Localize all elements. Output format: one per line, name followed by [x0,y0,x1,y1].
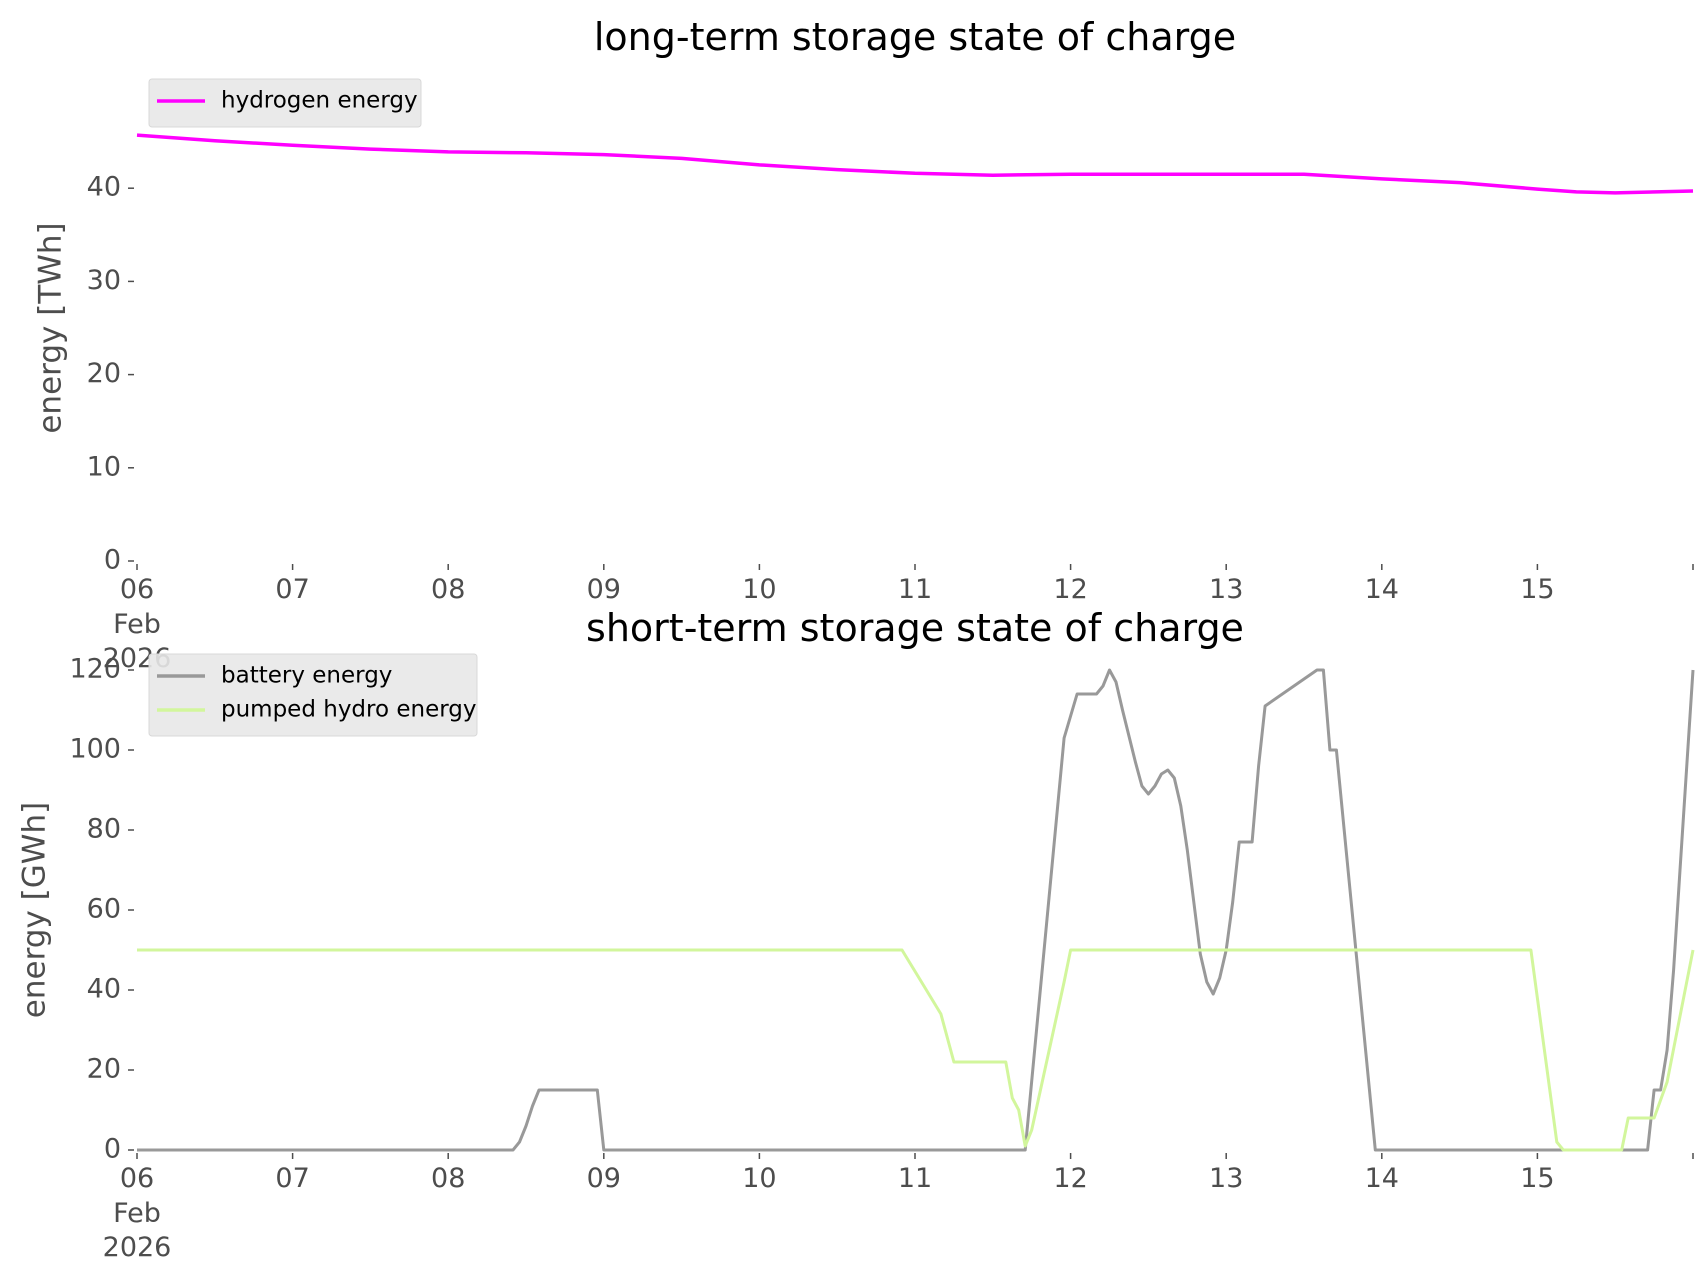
legend-box [148,653,478,737]
chart-title: long-term storage state of charge [594,15,1236,59]
y-axis: 0 20 40 60 80 100 120 [69,654,134,1165]
y-tick-label: 60 [87,894,121,925]
y-tick-label: 100 [69,734,121,765]
x-tick-label: 07 [275,1163,309,1194]
y-tick-label: 0 [104,545,121,576]
x-tick-label: 08 [431,574,465,605]
y-tick-label: 0 [104,1134,121,1165]
series-line-0 [136,133,1694,195]
x-tick-label-extra: Feb [113,609,161,640]
long-term-storage-panel: long-term storage state of charge energy… [33,15,1694,674]
x-tick-label: 13 [1209,1163,1243,1194]
x-tick-label: 07 [275,574,309,605]
y-axis-label: energy [TWh] [33,222,69,433]
x-tick-label-extra: 2026 [103,1232,172,1263]
x-tick-label: 06 [120,574,154,605]
series-group [137,668,1695,1152]
x-tick-label: 09 [587,574,621,605]
x-tick-label: 10 [742,1163,776,1194]
y-tick-label: 40 [87,172,121,203]
y-tick-label: 20 [87,1054,121,1085]
x-tick-label-extra: Feb [113,1198,161,1229]
x-tick-label: 11 [898,1163,932,1194]
y-tick-label: 30 [87,265,121,296]
legend: hydrogen energy [148,78,422,128]
x-tick-label: 08 [431,1163,465,1194]
y-tick-label: 120 [69,654,121,685]
short-term-storage-panel: short-term storage state of charge energ… [17,606,1695,1263]
y-axis: 0 10 20 30 40 [87,172,134,576]
x-tick-label: 12 [1053,1163,1087,1194]
legend-box [148,78,422,128]
x-tick-label: 15 [1520,574,1554,605]
chart-title: short-term storage state of charge [586,606,1244,650]
y-axis-label: energy [GWh] [17,802,53,1018]
legend-entry: hydrogen energy [221,88,418,114]
x-tick-label: 14 [1365,574,1399,605]
legend-entry: pumped hydro energy [221,697,477,723]
legend-entry: battery energy [221,663,392,689]
y-tick-label: 80 [87,814,121,845]
x-tick-label: 15 [1520,1163,1554,1194]
x-tick-label: 10 [742,574,776,605]
legend: battery energy pumped hydro energy [148,653,478,737]
x-tick-label: 09 [587,1163,621,1194]
y-tick-label: 20 [87,358,121,389]
x-tick-label: 12 [1053,574,1087,605]
x-tick-label: 11 [898,574,932,605]
series-group [136,133,1694,195]
x-tick-label: 13 [1209,574,1243,605]
y-tick-label: 40 [87,974,121,1005]
x-tick-label: 06 [120,1163,154,1194]
series-line-0 [137,668,1695,1152]
series-line-1 [137,948,1695,1152]
y-tick-label: 10 [87,451,121,482]
x-tick-label: 14 [1365,1163,1399,1194]
